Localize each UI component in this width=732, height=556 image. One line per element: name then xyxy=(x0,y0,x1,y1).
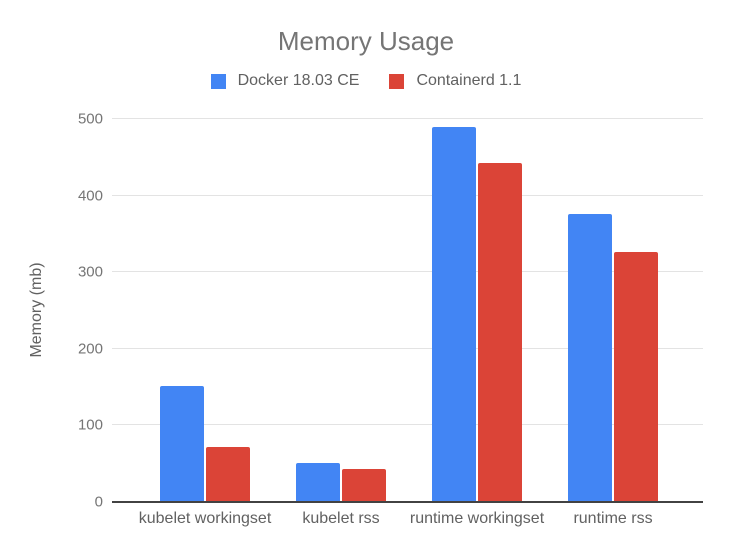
bar-docker-kubelet-workingset[interactable] xyxy=(160,385,204,502)
bar-docker-kubelet-rss[interactable] xyxy=(296,462,340,502)
bar-containerd-runtime-workingset[interactable] xyxy=(478,163,522,502)
x-category-label-0: kubelet workingset xyxy=(138,510,272,527)
bar-docker-runtime-workingset[interactable] xyxy=(432,126,476,502)
y-tick-label-500: 500 xyxy=(77,110,103,128)
bar-docker-runtime-rss[interactable] xyxy=(568,213,612,502)
gridline-200 xyxy=(112,347,703,349)
gridline-300 xyxy=(112,271,703,273)
legend: Docker 18.03 CE Containerd 1.1 xyxy=(0,72,732,90)
category-slot-1: kubelet rss xyxy=(273,119,409,527)
y-tick-label-100: 100 xyxy=(77,416,103,434)
docker-series-swatch xyxy=(210,73,226,89)
gridline-100 xyxy=(112,424,703,426)
bar-containerd-runtime-rss[interactable] xyxy=(614,251,658,502)
bar-containerd-kubelet-rss[interactable] xyxy=(342,469,386,502)
gridline-400 xyxy=(112,194,703,196)
x-axis-line xyxy=(112,501,703,503)
gridline-500 xyxy=(112,118,703,119)
y-axis-title: Memory (mb) xyxy=(28,262,45,358)
legend-label-docker: Docker 18.03 CE xyxy=(237,72,360,89)
containerd-series-swatch xyxy=(389,73,405,89)
x-category-label-3: runtime rss xyxy=(573,510,653,527)
category-slot-3: runtime rss xyxy=(545,119,681,527)
y-tick-label-300: 300 xyxy=(77,263,103,281)
y-tick-label-200: 200 xyxy=(77,340,103,358)
category-band: kubelet workingset kubelet rss runtime wor… xyxy=(137,119,681,527)
legend-item-docker[interactable]: Docker 18.03 CE xyxy=(210,72,360,90)
plot-area: kubelet workingset kubelet rss runtime wor… xyxy=(78,111,703,527)
chart-title: Memory Usage xyxy=(277,26,455,56)
category-slot-0: kubelet workingset xyxy=(137,119,273,527)
legend-label-containerd: Containerd 1.1 xyxy=(416,72,522,89)
category-slot-2: runtime workingset xyxy=(409,119,545,527)
x-category-label-1: kubelet rss xyxy=(302,510,380,527)
legend-item-containerd[interactable]: Containerd 1.1 xyxy=(389,72,521,90)
x-category-label-2: runtime workingset xyxy=(409,510,545,527)
y-tick-label-0: 0 xyxy=(94,493,103,511)
bar-containerd-kubelet-workingset[interactable] xyxy=(206,446,250,502)
y-tick-label-400: 400 xyxy=(77,187,103,205)
